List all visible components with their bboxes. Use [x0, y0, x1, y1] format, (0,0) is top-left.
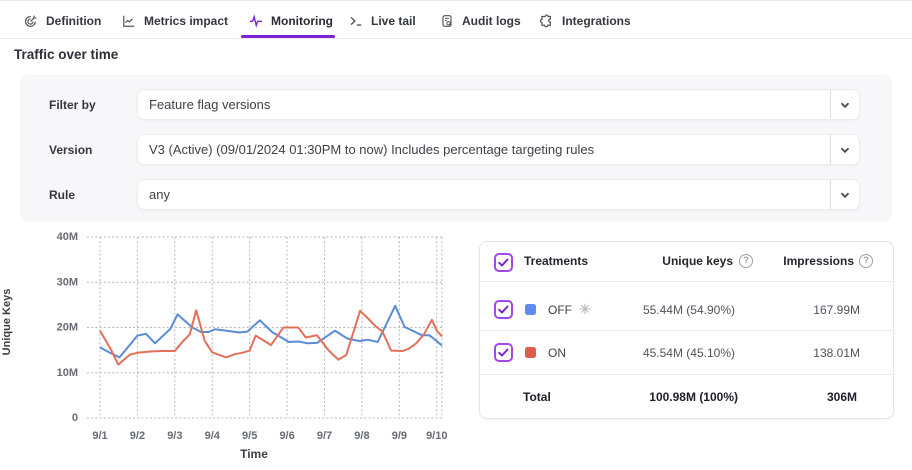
svg-text:9/7: 9/7	[317, 430, 332, 442]
svg-text:9/9: 9/9	[392, 430, 407, 442]
svg-text:40M: 40M	[57, 231, 78, 243]
svg-text:9/1: 9/1	[92, 430, 107, 442]
svg-text:9/8: 9/8	[354, 430, 369, 442]
svg-text:Unique Keys: Unique Keys	[1, 289, 13, 356]
svg-text:20M: 20M	[57, 322, 78, 334]
svg-text:Time: Time	[240, 447, 268, 461]
svg-text:9/6: 9/6	[279, 430, 294, 442]
svg-text:9/2: 9/2	[130, 430, 145, 442]
svg-text:9/10: 9/10	[426, 430, 447, 442]
svg-text:9/3: 9/3	[167, 430, 182, 442]
svg-text:10M: 10M	[57, 367, 78, 379]
svg-text:9/5: 9/5	[242, 430, 257, 442]
svg-text:30M: 30M	[57, 276, 78, 288]
svg-text:0: 0	[72, 412, 78, 424]
svg-text:9/4: 9/4	[205, 430, 221, 442]
